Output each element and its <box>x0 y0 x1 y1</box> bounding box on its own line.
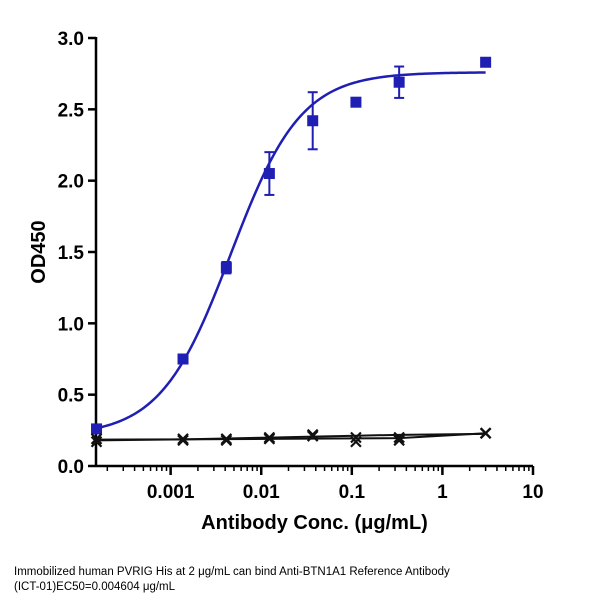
y-tick-label: 0.0 <box>58 457 84 478</box>
y-tick-label: 1.0 <box>58 314 84 335</box>
caption-line-2: (ICT-01)EC50=0.004604 μg/mL <box>14 580 594 595</box>
data-point-square <box>307 115 318 126</box>
x-axis-title: Antibody Conc. (μg/mL) <box>201 512 428 534</box>
data-point-square <box>350 97 361 108</box>
dose-response-chart: 0.0 0.5 1.0 1.5 2.0 2.5 3.0 0.001 0.01 0.1 1 10 Ant… <box>0 0 604 560</box>
x-tick-label: 0.1 <box>339 482 366 503</box>
data-points-layer <box>91 57 491 447</box>
x-tick-label: 1 <box>437 482 448 503</box>
data-point-square <box>178 354 189 365</box>
x-tick-label: 0.01 <box>243 482 280 503</box>
y-tick-label: 1.5 <box>58 243 85 264</box>
y-tick-label: 3.0 <box>58 29 84 50</box>
y-axis-title: OD450 <box>28 220 50 283</box>
fit-curves-layer <box>97 73 486 441</box>
caption-line-1: Immobilized human PVRIG His at 2 μg/mL c… <box>14 565 594 580</box>
data-point-square <box>394 77 405 88</box>
data-point-x-marker-replicate <box>221 435 231 445</box>
y-tick-label: 2.0 <box>58 172 84 193</box>
ticks-layer: 0.0 0.5 1.0 1.5 2.0 2.5 3.0 0.001 0.01 0.1 1 10 <box>58 29 544 503</box>
fit-curve-antibody <box>97 73 486 429</box>
data-point-square <box>480 57 491 68</box>
y-tick-label: 2.5 <box>58 100 85 121</box>
data-point-square <box>264 168 275 179</box>
x-tick-label: 0.001 <box>147 482 195 503</box>
data-point-square <box>221 262 232 273</box>
data-point-square <box>91 423 102 434</box>
x-tick-label: 10 <box>522 482 543 503</box>
y-tick-label: 0.5 <box>58 386 85 407</box>
figure-caption: Immobilized human PVRIG His at 2 μg/mL c… <box>14 565 594 595</box>
